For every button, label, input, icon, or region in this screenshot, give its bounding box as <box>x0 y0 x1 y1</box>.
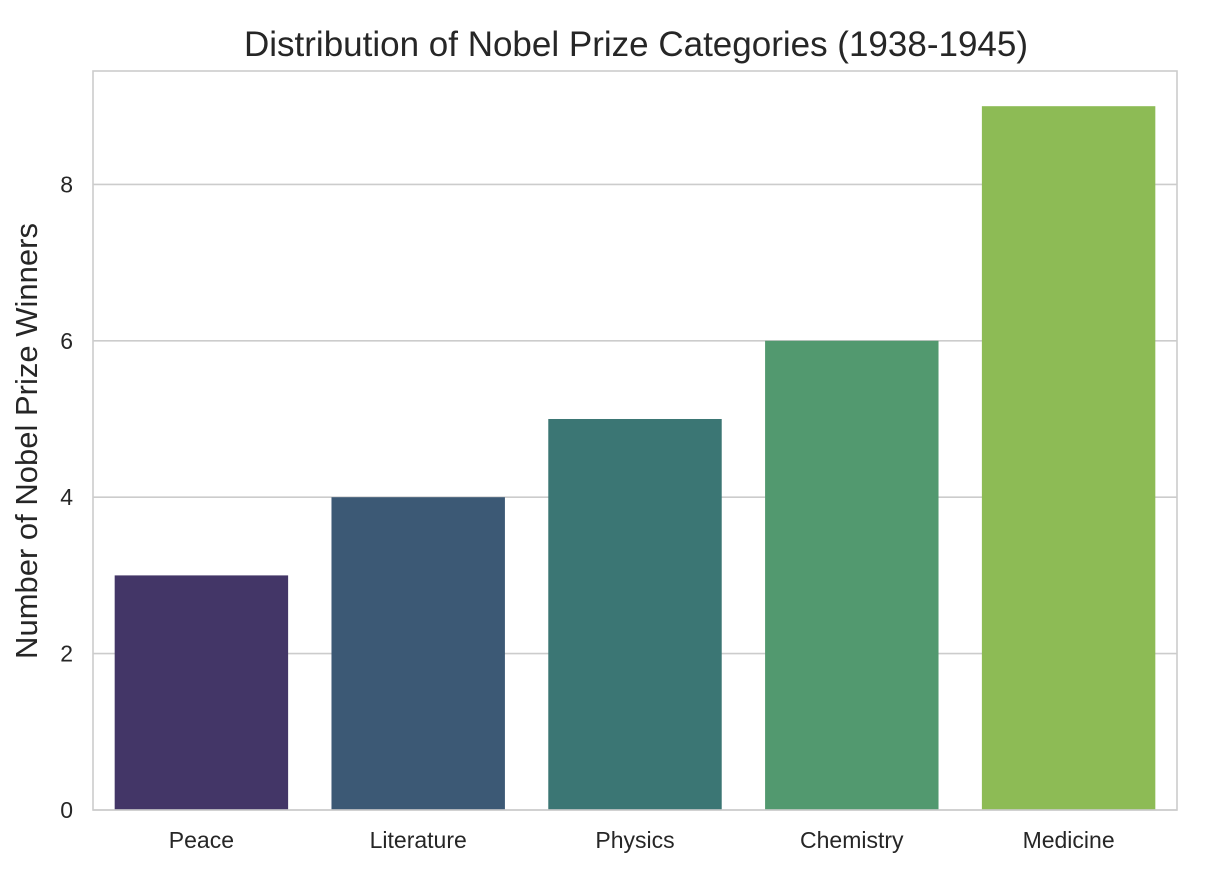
x-tick-label: Medicine <box>1023 827 1115 853</box>
y-tick-label: 6 <box>60 328 73 354</box>
x-tick-label: Chemistry <box>800 827 904 853</box>
bar-literature <box>331 497 505 810</box>
chart-title: Distribution of Nobel Prize Categories (… <box>244 25 1028 64</box>
y-tick-label: 4 <box>60 484 73 510</box>
y-axis-ticks: 0 2 4 6 8 <box>60 171 73 823</box>
bar-peace <box>114 575 289 810</box>
x-tick-label: Peace <box>169 827 234 853</box>
bar-chemistry <box>765 340 939 810</box>
plot-frame <box>92 70 1178 811</box>
y-axis-label: Number of Nobel Prize Winners <box>9 223 44 659</box>
bar-physics <box>548 418 722 810</box>
y-tick-label: 2 <box>60 641 73 667</box>
x-tick-label: Literature <box>370 827 467 853</box>
bars <box>114 106 1156 810</box>
y-tick-label: 0 <box>60 797 73 823</box>
x-axis-ticks: Peace Literature Physics Chemistry Medicine <box>169 827 1115 853</box>
bar-medicine <box>981 106 1156 810</box>
x-tick-label: Physics <box>595 827 674 853</box>
y-tick-label: 8 <box>60 171 73 197</box>
